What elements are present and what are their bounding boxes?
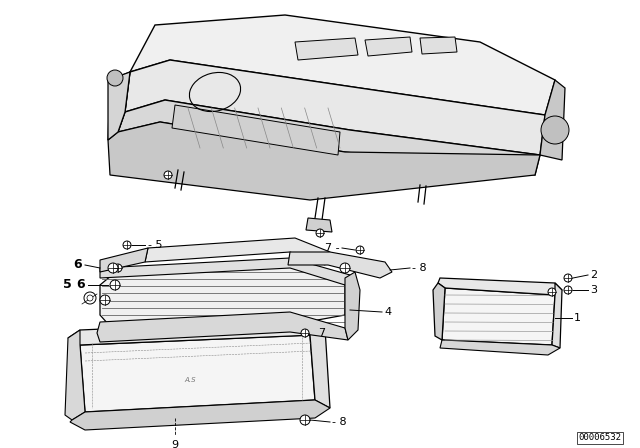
Text: 2: 2	[590, 270, 597, 280]
Polygon shape	[100, 248, 148, 272]
Text: A.S: A.S	[184, 377, 196, 383]
Text: 6: 6	[74, 258, 82, 271]
Polygon shape	[540, 80, 565, 160]
Polygon shape	[108, 122, 540, 200]
Polygon shape	[552, 283, 562, 348]
Text: - 5: - 5	[148, 240, 163, 250]
Polygon shape	[420, 37, 457, 54]
Circle shape	[87, 295, 93, 301]
Circle shape	[564, 274, 572, 282]
Circle shape	[541, 116, 569, 144]
Polygon shape	[440, 340, 560, 355]
Circle shape	[164, 171, 172, 179]
Polygon shape	[438, 278, 562, 295]
Circle shape	[564, 286, 572, 294]
Circle shape	[548, 288, 556, 296]
Polygon shape	[68, 320, 325, 345]
Text: 4: 4	[384, 307, 391, 317]
Text: 5: 5	[63, 279, 72, 292]
Circle shape	[316, 229, 324, 237]
Polygon shape	[433, 283, 445, 340]
Polygon shape	[172, 105, 340, 155]
Circle shape	[356, 246, 364, 254]
Text: - 8: - 8	[332, 417, 347, 427]
Circle shape	[108, 263, 118, 273]
Polygon shape	[100, 258, 350, 285]
Circle shape	[340, 263, 350, 273]
Text: - 8: - 8	[412, 263, 427, 273]
Polygon shape	[97, 312, 348, 342]
Polygon shape	[108, 72, 130, 140]
Polygon shape	[80, 335, 315, 412]
Circle shape	[301, 329, 309, 337]
Polygon shape	[442, 288, 555, 345]
Polygon shape	[70, 400, 330, 430]
Polygon shape	[100, 260, 345, 335]
Circle shape	[107, 70, 123, 86]
Circle shape	[100, 295, 110, 305]
Polygon shape	[145, 238, 330, 265]
Polygon shape	[118, 100, 540, 175]
Polygon shape	[345, 272, 360, 340]
Polygon shape	[130, 15, 555, 115]
Polygon shape	[125, 60, 545, 155]
Polygon shape	[295, 38, 358, 60]
Text: 1: 1	[574, 313, 581, 323]
Circle shape	[84, 292, 96, 304]
Polygon shape	[365, 37, 412, 56]
Text: 7 -: 7 -	[325, 243, 340, 253]
Text: 00006532: 00006532	[579, 434, 621, 443]
Polygon shape	[306, 218, 332, 232]
Text: 3: 3	[590, 285, 597, 295]
Circle shape	[114, 264, 122, 272]
Polygon shape	[65, 330, 85, 420]
Circle shape	[110, 280, 120, 290]
Polygon shape	[108, 72, 130, 140]
Text: 7: 7	[318, 328, 325, 338]
Polygon shape	[288, 252, 392, 278]
Text: 9: 9	[172, 440, 179, 448]
Polygon shape	[310, 320, 330, 408]
Circle shape	[123, 241, 131, 249]
Text: 6: 6	[76, 279, 85, 292]
Circle shape	[300, 415, 310, 425]
